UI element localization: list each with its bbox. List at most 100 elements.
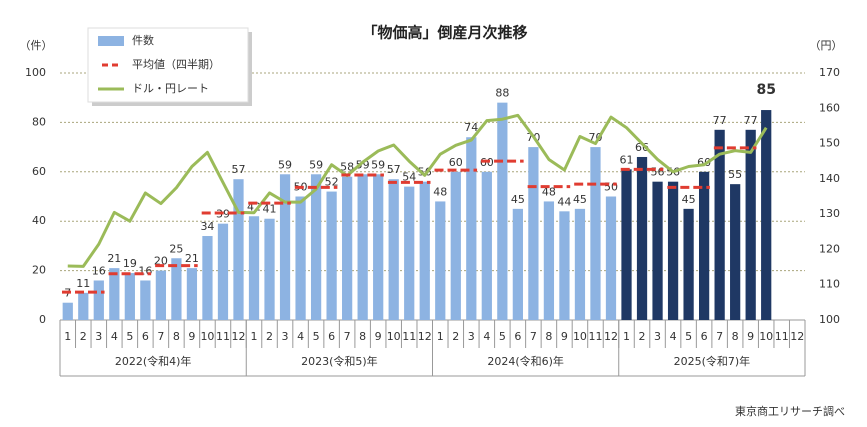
x-tick-label: 10 [387,330,401,343]
x-tick-label: 11 [775,330,789,343]
x-tick-label: 4 [111,330,118,343]
bar [93,280,104,320]
chart-title: 「物価高」倒産月次推移 [362,24,527,42]
bar [342,176,353,320]
value-label: 45 [573,193,587,206]
bar [388,179,399,320]
x-tick-label: 3 [95,330,102,343]
value-label: 16 [138,264,152,277]
bar [667,181,679,320]
x-tick-label: 5 [313,330,320,343]
x-tick-label: 6 [328,330,335,343]
value-label: 59 [278,158,292,171]
x-tick-label: 4 [670,330,677,343]
legend-label: ドル・円レート [132,82,209,95]
x-tick-label: 8 [359,330,366,343]
y-tick-label: 100 [25,66,46,79]
bar [745,129,756,320]
bar [155,270,167,320]
y2-tick-label: 140 [819,172,840,185]
x-tick-label: 4 [483,330,490,343]
bar [636,156,648,320]
bar [202,236,213,320]
bar [512,208,523,320]
x-tick-label: 1 [437,330,444,343]
x-tick-label: 2 [452,330,459,343]
y-tick-label: 40 [32,214,46,227]
value-label: 66 [635,141,649,154]
bar [590,147,601,320]
legend-label: 平均値（四半期） [132,57,220,71]
value-label: 61 [620,153,634,166]
bar [450,171,461,320]
x-tick-label: 10 [573,330,587,343]
value-label: 59 [309,158,323,171]
bar [543,201,555,320]
bar [435,201,446,320]
bar [559,211,570,320]
value-label: 25 [169,242,183,255]
value-label: 56 [651,166,665,179]
bar [310,174,322,320]
value-label: 45 [511,193,525,206]
bar [264,218,275,320]
value-label: 48 [542,185,556,198]
x-tick-label: 10 [200,330,214,343]
bar [761,110,772,320]
bar [419,181,430,320]
bar [140,280,151,320]
bar [62,302,73,320]
x-tick-label: 1 [251,330,258,343]
x-tick-label: 11 [588,330,602,343]
x-tick-label: 11 [216,330,230,343]
x-tick-label: 8 [545,330,552,343]
value-label: 44 [557,195,571,208]
bar [248,216,260,320]
x-tick-label: 2 [266,330,273,343]
y2-tick-label: 130 [819,207,840,220]
x-tick-label: 12 [231,330,245,343]
x-tick-label: 4 [297,330,304,343]
bar [683,208,694,320]
x-tick-label: 6 [514,330,521,343]
bar [279,174,291,320]
bar [373,174,384,320]
x-tick-label: 10 [759,330,773,343]
value-label: 88 [495,87,509,100]
bar [528,147,539,320]
bar [109,268,120,320]
bar [326,191,337,320]
bar [78,292,89,320]
x-tick-label: 12 [604,330,618,343]
value-label: 55 [728,168,742,181]
x-tick-label: 3 [282,330,289,343]
value-label: 11 [76,277,90,290]
y2-unit: （円） [810,39,843,52]
value-label: 60 [449,156,463,169]
legend-label: 件数 [132,34,154,47]
x-tick-label: 2 [639,330,646,343]
x-tick-label: 8 [732,330,739,343]
bar [295,196,306,320]
x-tick-label: 12 [790,330,804,343]
value-label: 48 [433,185,447,198]
bar [233,179,244,320]
bar [621,169,632,320]
x-tick-label: 9 [188,330,195,343]
year-label: 2023(令和5)年 [301,354,378,368]
bar [605,196,617,320]
y-tick-label: 60 [32,165,46,178]
x-tick-label: 7 [157,330,164,343]
bar [652,181,663,320]
bar [730,184,741,320]
bar [404,186,415,320]
value-label: 34 [200,220,214,233]
x-tick-label: 12 [418,330,432,343]
y2-tick-label: 160 [819,101,840,114]
x-tick-label: 11 [402,330,416,343]
y2-tick-label: 150 [819,137,840,150]
rate-line [67,113,768,268]
x-tick-label: 9 [375,330,382,343]
value-label: 21 [107,252,121,265]
